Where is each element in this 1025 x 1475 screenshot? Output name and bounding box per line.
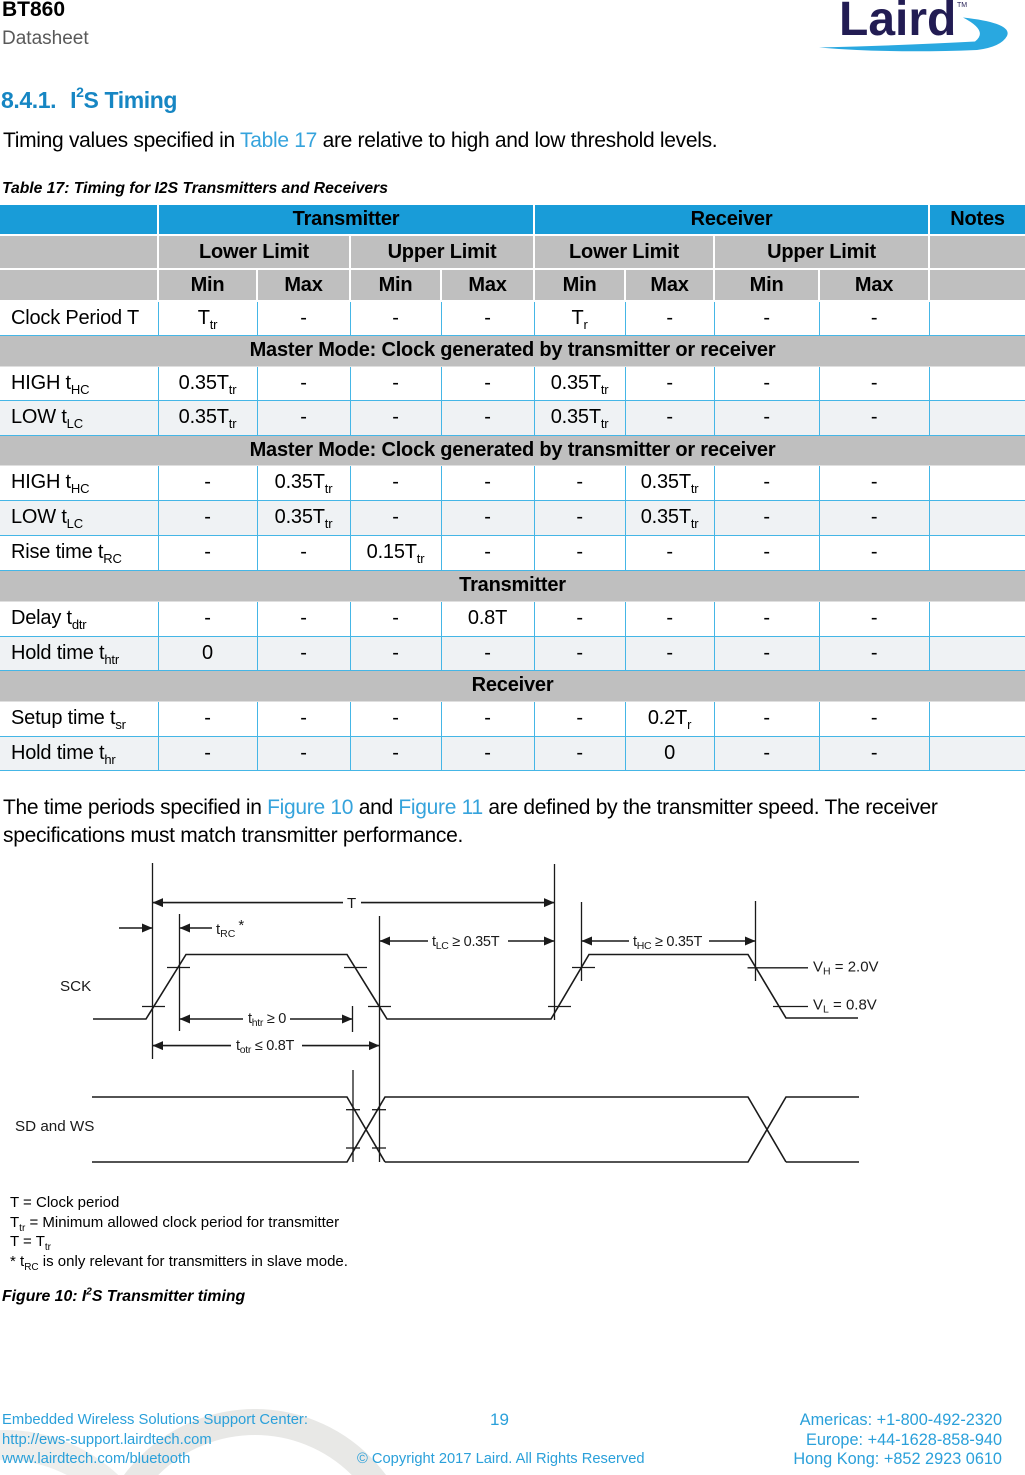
svg-text:VL = 0.8V: VL = 0.8V [813, 997, 877, 1016]
svg-text:tRC*: tRC * [216, 917, 244, 940]
svg-text:tLC ≥ 0.35T: tLC ≥ 0.35T [432, 934, 500, 952]
svg-text:SD and WS: SD and WS [15, 1118, 94, 1135]
svg-text:T: T [347, 895, 356, 912]
svg-text:TM: TM [957, 2, 967, 9]
svg-text:SCK: SCK [60, 978, 91, 995]
svg-text:VH = 2.0V: VH = 2.0V [813, 959, 879, 978]
svg-text:Laird: Laird [839, 0, 956, 46]
svg-text:tHC ≥ 0.35T: tHC ≥ 0.35T [633, 934, 702, 952]
svg-text:totr ≤ 0.8T: totr ≤ 0.8T [236, 1038, 294, 1056]
